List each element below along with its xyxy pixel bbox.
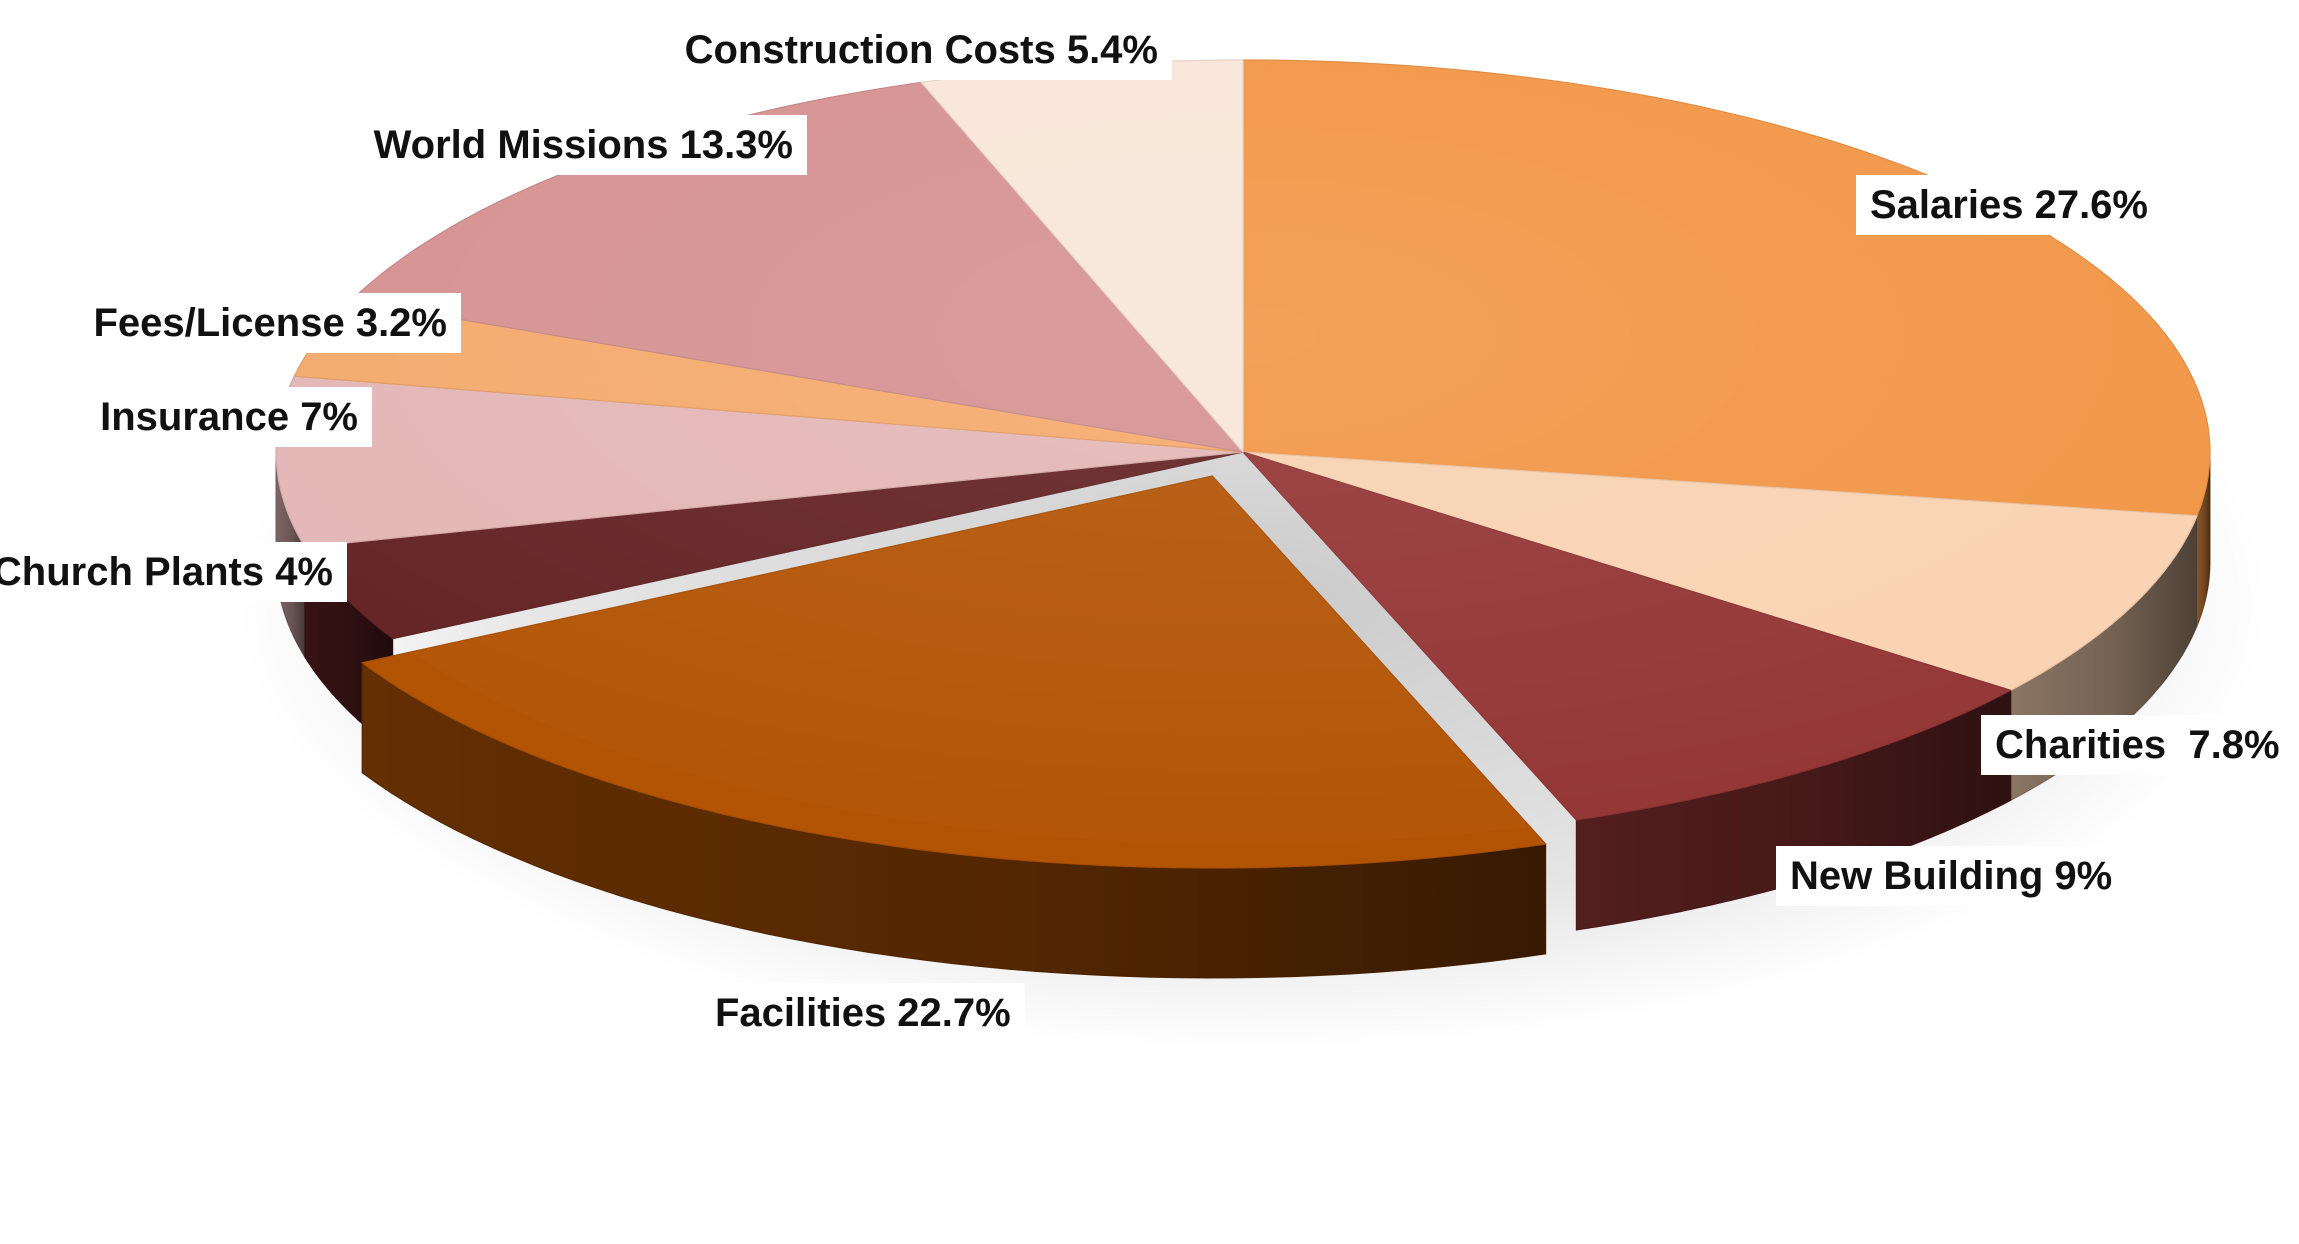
data-label-box xyxy=(1856,175,2162,235)
data-label-box xyxy=(79,293,461,353)
data-label-box xyxy=(1776,846,2127,906)
data-label-new-building: New Building 9% xyxy=(1776,846,2127,906)
data-label-charities: Charities 7.8% xyxy=(1981,715,2294,775)
pie-slice-side-shading xyxy=(362,662,1546,978)
pie-top-gloss xyxy=(276,60,2210,844)
pie-slice-side-shading xyxy=(2197,452,2210,626)
data-label-box xyxy=(701,983,1025,1043)
pie-slice-side-shading xyxy=(1576,690,2011,930)
data-label-box xyxy=(86,387,372,447)
data-label-text-fees-license: Fees/License 3.2% xyxy=(93,301,447,345)
data-label-box xyxy=(670,20,1172,80)
data-label-insurance: Insurance 7% xyxy=(86,387,372,447)
data-label-text-charities: Charities 7.8% xyxy=(1995,723,2280,767)
data-label-text-facilities: Facilities 22.7% xyxy=(715,991,1011,1035)
data-label-facilities: Facilities 22.7% xyxy=(701,983,1025,1043)
data-label-construction-costs: Construction Costs 5.4% xyxy=(670,20,1172,80)
data-label-text-salaries: Salaries 27.6% xyxy=(1870,183,2148,227)
data-label-text-insurance: Insurance 7% xyxy=(100,395,358,439)
pie-tops xyxy=(275,59,2211,869)
data-label-text-construction-costs: Construction Costs 5.4% xyxy=(685,28,1158,72)
data-label-salaries: Salaries 27.6% xyxy=(1856,175,2162,235)
data-label-church-plants: Church Plants 4% xyxy=(0,542,348,602)
data-label-text-new-building: New Building 9% xyxy=(1790,854,2112,898)
data-label-fees-license: Fees/License 3.2% xyxy=(79,293,461,353)
data-label-box xyxy=(1981,715,2294,775)
data-label-text-church-plants: Church Plants 4% xyxy=(0,550,333,594)
data-label-world-missions: World Missions 13.3% xyxy=(359,115,807,175)
pie-labels: Salaries 27.6% Charities 7.8% New Building… xyxy=(0,20,2294,1043)
data-label-box xyxy=(359,115,807,175)
data-label-box xyxy=(0,542,348,602)
data-label-text-world-missions: World Missions 13.3% xyxy=(374,123,793,167)
